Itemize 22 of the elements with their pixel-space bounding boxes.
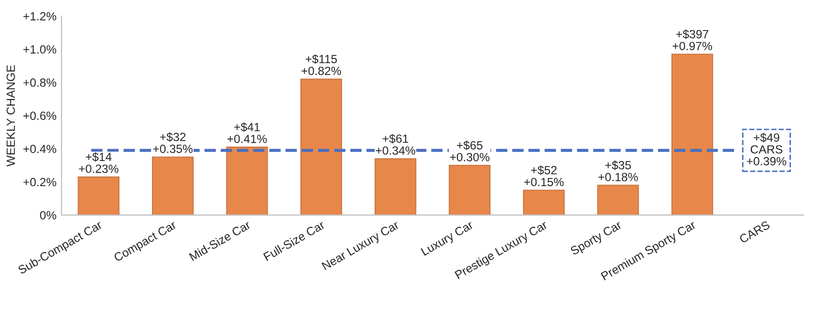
bar [448,164,490,216]
y-tick-label: +1.2% [23,12,56,20]
y-tick-label: 0% [40,211,56,220]
y-tick-label: +0.6% [23,112,56,120]
data-label: +$61 +0.34% [376,134,416,155]
data-label: +$32 +0.35% [153,132,193,154]
bar [78,176,120,216]
data-label: +$52 +0.15% [524,165,564,186]
bar [374,158,416,216]
y-tick-label: +1.0% [23,45,56,54]
bar [152,156,194,216]
data-label: +$14 +0.23% [79,152,118,173]
y-tick-label: +0.4% [23,144,56,154]
data-label: +$41 +0.41% [227,122,267,144]
data-label: +$65 +0.30% [450,140,490,162]
y-tick-label: +0.2% [23,178,56,186]
y-axis-title: WEEKLY CHANGE [6,65,15,166]
data-label: +$35 +0.18% [598,160,638,182]
y-tick-label: +0.8% [23,78,56,87]
ref-line-label: +$49 CARS +0.39% [746,132,786,166]
data-label: +$115 +0.82% [302,54,341,76]
data-label: +$397 +0.97% [672,29,712,50]
